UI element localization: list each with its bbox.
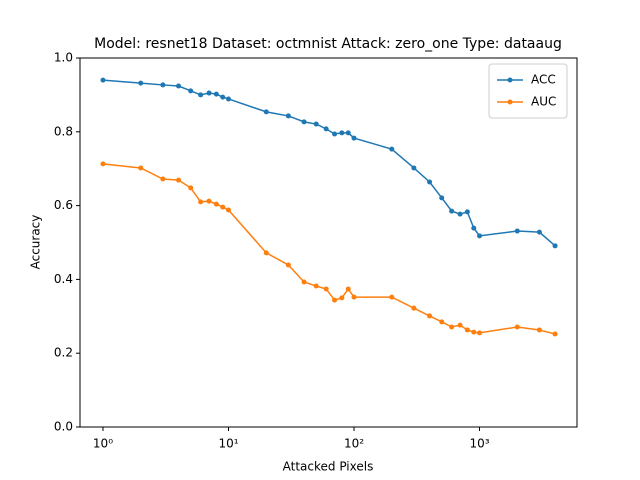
data-point [427, 179, 433, 185]
data-point [323, 286, 329, 292]
data-point [188, 88, 194, 94]
legend-box [488, 63, 568, 119]
data-point [345, 130, 351, 136]
data-point [464, 327, 470, 333]
data-point [411, 305, 417, 311]
y-tick-label: 1.0 [54, 51, 73, 65]
data-point [225, 96, 231, 102]
data-point [471, 329, 477, 335]
x-tick-label: 10⁰ [93, 437, 113, 451]
y-tick-label: 0.4 [54, 272, 73, 286]
data-point [263, 250, 269, 256]
data-point [514, 324, 520, 330]
data-point [160, 82, 166, 88]
data-point [514, 228, 520, 234]
data-point [138, 80, 144, 86]
data-point [313, 121, 319, 127]
data-point [332, 131, 338, 137]
y-tick-label: 0.0 [54, 420, 73, 434]
y-axis-label: Accuracy [29, 215, 43, 270]
data-point [176, 177, 182, 183]
legend-label: ACC [531, 73, 556, 87]
data-point [457, 322, 463, 328]
data-point [332, 297, 338, 303]
data-point [313, 283, 319, 289]
data-point [389, 294, 395, 300]
data-point [285, 262, 291, 268]
data-point [225, 207, 231, 213]
plot-frame [79, 57, 578, 428]
legend-marker [507, 99, 513, 105]
data-point [220, 204, 226, 210]
data-point [389, 146, 395, 152]
x-tick-label: 10³ [469, 437, 489, 451]
chart-title: Model: resnet18 Dataset: octmnist Attack… [94, 36, 562, 52]
data-point [339, 295, 345, 301]
data-point [477, 233, 483, 239]
data-point [536, 229, 542, 235]
data-point [339, 130, 345, 136]
data-point [198, 199, 204, 205]
data-point [301, 279, 307, 285]
y-tick-label: 0.8 [54, 124, 73, 138]
legend-label: AUC [531, 95, 556, 109]
data-point [457, 211, 463, 217]
data-point [188, 185, 194, 191]
data-point [449, 324, 455, 330]
y-tick-label: 0.6 [54, 198, 73, 212]
y-tick-label: 0.2 [54, 346, 73, 360]
legend: ACC AUC [488, 63, 568, 119]
data-point [439, 319, 445, 325]
data-point [351, 135, 357, 141]
data-point [285, 113, 291, 119]
data-point [100, 77, 106, 83]
data-point [198, 92, 204, 98]
data-point [100, 161, 106, 167]
data-point [427, 313, 433, 319]
data-point [301, 119, 307, 125]
data-point [345, 286, 351, 292]
data-point [411, 165, 417, 171]
data-point [263, 109, 269, 115]
data-point [206, 90, 212, 96]
series-line [102, 163, 556, 335]
x-tick-label: 10² [344, 437, 364, 451]
data-point [471, 225, 477, 231]
data-point [220, 94, 226, 100]
x-tick-label: 10¹ [218, 437, 238, 451]
data-point [464, 209, 470, 215]
data-point [552, 243, 558, 249]
data-point [213, 201, 219, 207]
data-point [536, 327, 542, 333]
data-point [477, 330, 483, 336]
data-point [160, 176, 166, 182]
data-point [176, 83, 182, 89]
data-point [213, 91, 219, 97]
series-line [102, 79, 556, 247]
legend-marker [507, 77, 513, 83]
data-point [323, 126, 329, 132]
x-axis-label: Attacked Pixels [283, 460, 374, 474]
data-point [439, 195, 445, 201]
data-point [138, 165, 144, 171]
data-point [206, 198, 212, 204]
data-point [351, 294, 357, 300]
data-point [449, 208, 455, 214]
data-point [552, 331, 558, 337]
